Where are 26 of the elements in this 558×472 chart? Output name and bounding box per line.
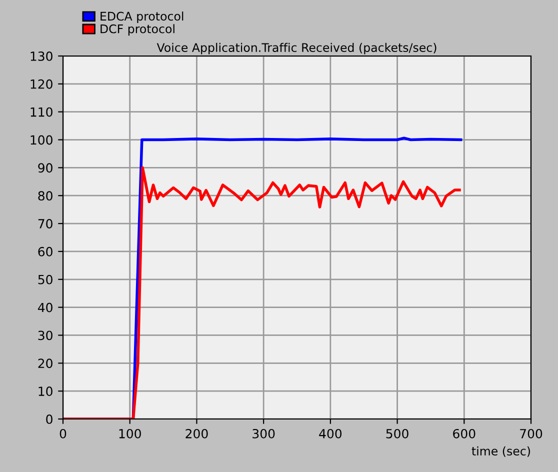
x-tick-label: 500 xyxy=(386,428,408,438)
legend-label: DCF protocol xyxy=(100,24,174,36)
y-tick-label: 20 xyxy=(38,358,52,368)
x-tick-label: 300 xyxy=(252,428,275,438)
x-tick-label: 600 xyxy=(453,428,476,438)
x-tick-label: 200 xyxy=(186,428,208,438)
y-tick-label: 130 xyxy=(30,51,52,61)
y-tick-label: 10 xyxy=(38,386,52,396)
y-tick-label: 60 xyxy=(38,246,52,256)
y-tick-label: 40 xyxy=(38,302,52,312)
y-tick-label: 120 xyxy=(30,79,52,89)
x-tick-label: 100 xyxy=(119,428,141,438)
legend-label: EDCA protocol xyxy=(100,12,184,23)
x-tick-label: 0 xyxy=(60,428,66,438)
y-tick-label: 100 xyxy=(30,135,52,145)
x-tick-label: 400 xyxy=(319,428,342,438)
y-tick-label: 0 xyxy=(46,414,52,424)
y-tick-label: 90 xyxy=(38,163,52,173)
x-axis-title: time (sec) xyxy=(472,446,530,457)
y-tick-label: 70 xyxy=(38,219,52,228)
y-tick-label: 30 xyxy=(38,330,52,340)
y-tick-label: 50 xyxy=(38,274,52,284)
y-tick-label: 110 xyxy=(30,107,52,117)
y-tick-label: 80 xyxy=(38,191,52,201)
x-tick-label: 700 xyxy=(520,428,542,438)
chart-title: Voice Application.Traffic Received (packets/sec) xyxy=(156,42,436,54)
